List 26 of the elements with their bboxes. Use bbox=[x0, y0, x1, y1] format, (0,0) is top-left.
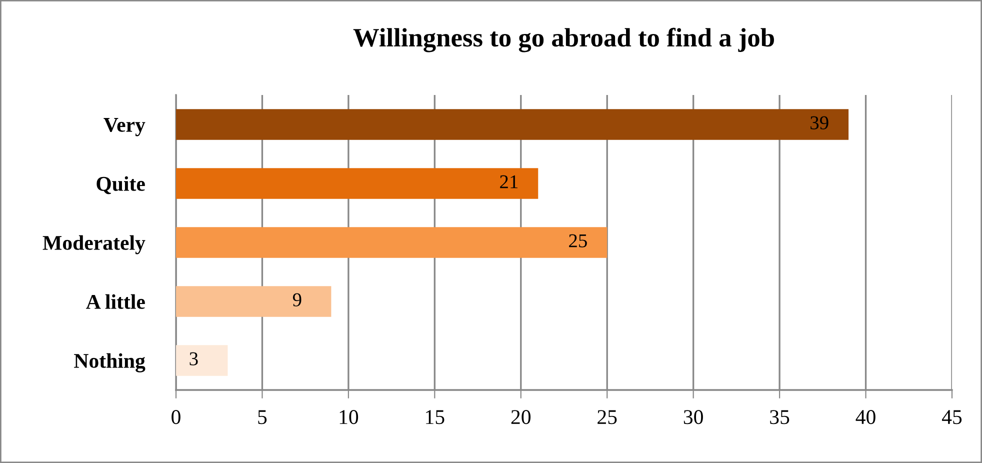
bar bbox=[176, 345, 228, 376]
bar bbox=[176, 286, 332, 317]
bar bbox=[176, 168, 538, 199]
y-tick-label: Nothing bbox=[74, 353, 146, 372]
y-tick-label: Moderately bbox=[42, 235, 146, 254]
chart-title: Willingness to go abroad to find a job bbox=[353, 28, 774, 52]
y-tick-label: Very bbox=[104, 118, 146, 136]
x-tick-label: 10 bbox=[340, 410, 358, 424]
data-label: 3 bbox=[190, 352, 198, 366]
x-tick-label: 5 bbox=[258, 410, 267, 424]
x-tick-label: 0 bbox=[172, 410, 180, 424]
x-tick-label: 35 bbox=[770, 410, 790, 424]
data-label: 25 bbox=[569, 234, 587, 248]
y-tick-label: Quite bbox=[96, 176, 145, 194]
x-tick-label: 40 bbox=[856, 410, 876, 424]
data-label: 21 bbox=[500, 175, 518, 188]
x-tick-label: 25 bbox=[598, 410, 617, 424]
x-tick-label: 45 bbox=[942, 410, 962, 424]
bar bbox=[176, 227, 608, 258]
data-label: 9 bbox=[292, 293, 302, 306]
x-tick-label: 30 bbox=[684, 410, 703, 424]
bar bbox=[176, 109, 849, 140]
x-tick-label: 15 bbox=[426, 410, 444, 424]
x-tick-label: 20 bbox=[511, 410, 531, 424]
data-label: 39 bbox=[810, 116, 828, 130]
y-tick-label: A little bbox=[86, 294, 145, 309]
